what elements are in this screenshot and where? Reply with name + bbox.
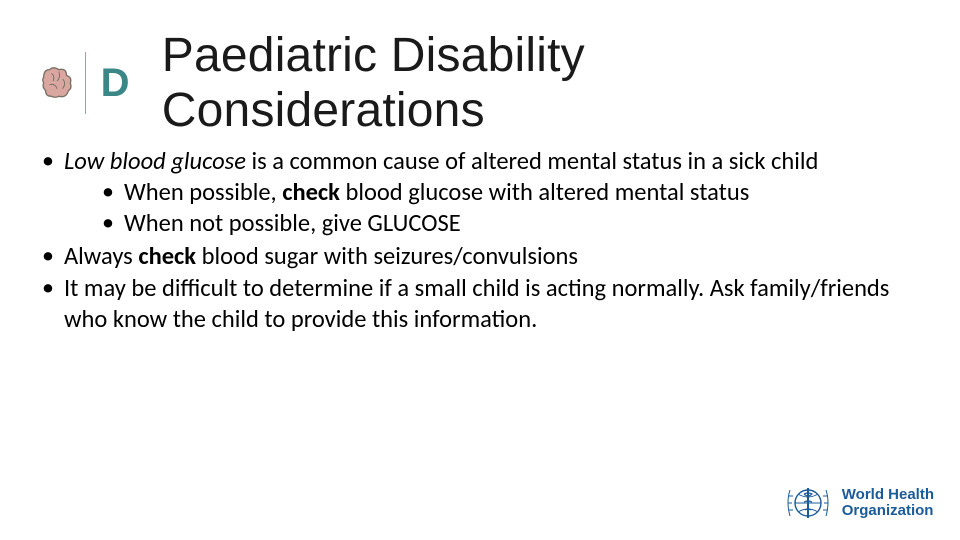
brain-icon — [28, 52, 86, 114]
disability-logo: D — [28, 52, 144, 114]
who-line1: World Health — [842, 487, 934, 503]
text-run: Low blood glucose — [64, 146, 246, 176]
logo-letter: D — [86, 52, 143, 114]
who-logo-text: World Health Organization — [842, 487, 934, 519]
bullet-l1: Always check blood sugar with seizures/c… — [38, 241, 900, 272]
text-run: check — [138, 241, 196, 271]
header: D Paediatric Disability Considerations — [28, 38, 920, 128]
text-run: is a common cause of altered mental stat… — [246, 146, 818, 176]
bullet-l1: It may be difficult to determine if a sm… — [38, 273, 900, 335]
bullet-l2: When not possible, give GLUCOSE — [100, 208, 900, 239]
who-line2: Organization — [842, 503, 934, 519]
text-run: blood glucose with altered mental status — [340, 177, 749, 207]
page-title: Paediatric Disability Considerations — [162, 28, 920, 138]
text-run: When not possible, give GLUCOSE — [124, 208, 461, 238]
body-text: Low blood glucose is a common cause of a… — [38, 146, 900, 337]
text-run: check — [282, 177, 340, 207]
slide: D Paediatric Disability Considerations L… — [0, 0, 960, 540]
text-run: Always — [64, 241, 138, 271]
text-run: It may be difficult to determine if a sm… — [64, 273, 889, 334]
logo-letter-text: D — [101, 63, 130, 103]
bullet-l2: When possible, check blood glucose with … — [100, 177, 900, 208]
who-logo: World Health Organization — [784, 480, 934, 526]
bullet-l1: Low blood glucose is a common cause of a… — [38, 146, 900, 239]
who-emblem-icon — [784, 480, 832, 526]
text-run: blood sugar with seizures/convulsions — [196, 241, 578, 271]
text-run: When possible, — [124, 177, 282, 207]
